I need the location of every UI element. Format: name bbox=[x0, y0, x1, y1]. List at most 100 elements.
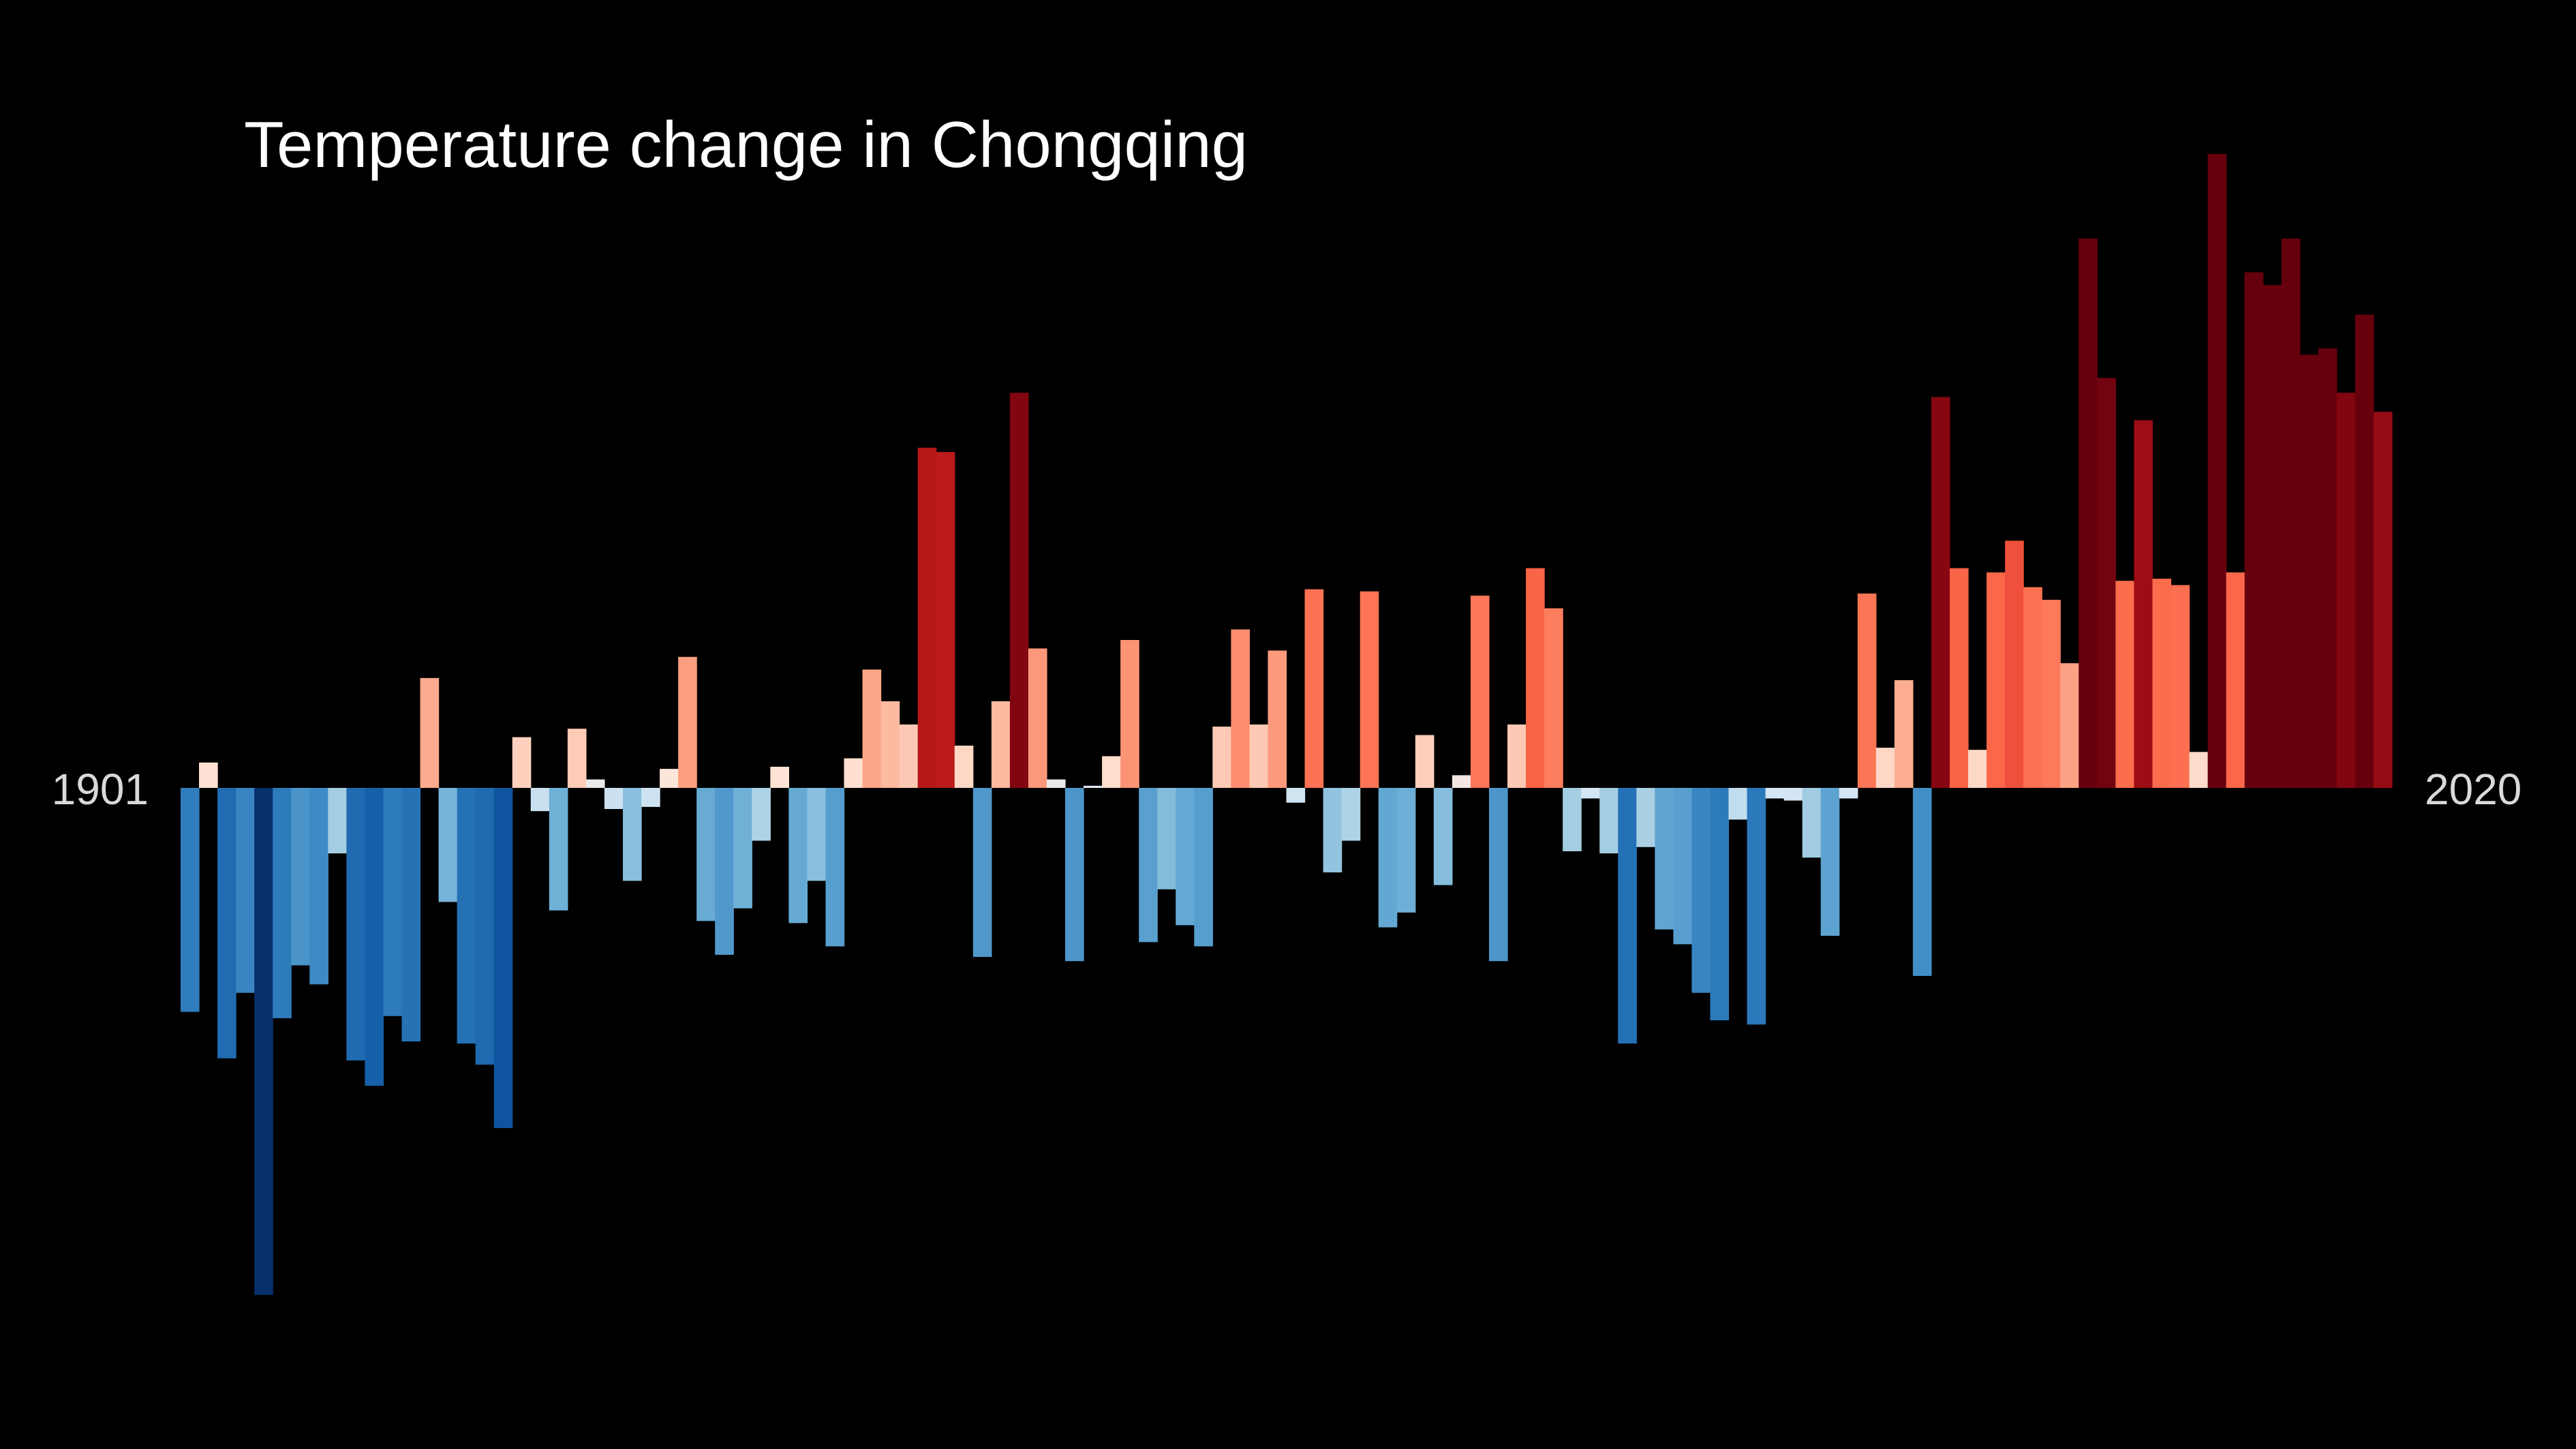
bar-1912 bbox=[383, 788, 403, 1016]
bar-1908 bbox=[309, 788, 328, 985]
bar-2009 bbox=[2171, 585, 2190, 788]
bar-1928 bbox=[678, 656, 697, 788]
bar-1981 bbox=[1655, 788, 1674, 930]
bar-2004 bbox=[2079, 239, 2098, 788]
bar-1923 bbox=[585, 779, 605, 788]
bar-1997 bbox=[1950, 568, 1969, 788]
bar-1926 bbox=[641, 788, 660, 807]
bar-1940 bbox=[899, 724, 919, 788]
bar-1933 bbox=[770, 767, 789, 788]
bar-1965 bbox=[1360, 591, 1379, 788]
bar-1932 bbox=[752, 788, 771, 841]
bar-1975 bbox=[1544, 608, 1563, 788]
bar-1916 bbox=[457, 788, 476, 1044]
bar-1907 bbox=[291, 788, 310, 966]
start-year-label: 1901 bbox=[52, 765, 149, 814]
bar-1942 bbox=[936, 452, 955, 788]
bars-layer bbox=[181, 154, 2393, 1295]
bar-2018 bbox=[2336, 393, 2356, 788]
bar-1911 bbox=[365, 788, 384, 1086]
bar-1993 bbox=[1875, 748, 1895, 788]
bar-2019 bbox=[2355, 314, 2374, 789]
bar-1925 bbox=[623, 788, 642, 881]
bar-1980 bbox=[1636, 788, 1655, 847]
bar-1952 bbox=[1120, 640, 1139, 788]
bar-1992 bbox=[1857, 593, 1877, 788]
bar-1917 bbox=[475, 788, 495, 1065]
bar-2017 bbox=[2318, 348, 2337, 788]
bar-1987 bbox=[1765, 788, 1785, 799]
bar-1902 bbox=[199, 762, 218, 788]
bar-1930 bbox=[715, 788, 734, 955]
bar-1903 bbox=[217, 788, 236, 1058]
bar-1947 bbox=[1028, 648, 1047, 788]
bar-2013 bbox=[2244, 272, 2264, 789]
bar-1974 bbox=[1526, 568, 1545, 788]
bar-1937 bbox=[844, 758, 863, 788]
bar-2016 bbox=[2299, 354, 2319, 788]
bar-1950 bbox=[1084, 785, 1103, 788]
bar-1927 bbox=[660, 769, 679, 788]
bar-2001 bbox=[2023, 587, 2042, 788]
bar-1929 bbox=[696, 788, 716, 921]
bar-1978 bbox=[1599, 788, 1619, 854]
bar-1973 bbox=[1507, 724, 1527, 788]
bar-1944 bbox=[972, 788, 992, 957]
bar-1990 bbox=[1820, 788, 1840, 936]
bar-1995 bbox=[1912, 788, 1932, 976]
bar-1999 bbox=[1987, 572, 2006, 788]
bar-2014 bbox=[2263, 285, 2282, 788]
bar-1986 bbox=[1747, 788, 1766, 1025]
bar-1971 bbox=[1470, 595, 1490, 788]
bar-1935 bbox=[807, 788, 827, 881]
bar-1938 bbox=[862, 669, 882, 788]
bar-1966 bbox=[1378, 788, 1398, 928]
bar-1946 bbox=[1009, 393, 1029, 788]
bar-1922 bbox=[567, 729, 587, 788]
bar-1909 bbox=[328, 788, 347, 854]
bar-2000 bbox=[2005, 540, 2024, 788]
bar-1949 bbox=[1065, 788, 1084, 962]
bar-1979 bbox=[1618, 788, 1637, 1044]
bar-1906 bbox=[273, 788, 292, 1018]
chart-title: Temperature change in Chongqing bbox=[244, 108, 1248, 181]
bar-1931 bbox=[733, 788, 752, 909]
bar-1948 bbox=[1046, 779, 1066, 788]
bar-1994 bbox=[1894, 680, 1914, 788]
bar-1989 bbox=[1802, 788, 1822, 858]
bar-2005 bbox=[2097, 378, 2116, 788]
bar-1962 bbox=[1304, 589, 1324, 788]
bar-1945 bbox=[991, 701, 1011, 788]
bar-2002 bbox=[2042, 600, 2061, 788]
bar-1921 bbox=[549, 788, 568, 911]
bar-1943 bbox=[954, 746, 974, 788]
bar-2015 bbox=[2281, 239, 2301, 788]
bar-1913 bbox=[401, 788, 421, 1041]
bar-1955 bbox=[1176, 788, 1195, 926]
bar-2020 bbox=[2373, 412, 2393, 788]
bar-1996 bbox=[1931, 397, 1950, 788]
bar-1983 bbox=[1691, 788, 1711, 993]
bar-1924 bbox=[604, 788, 624, 809]
bar-1941 bbox=[917, 447, 937, 788]
bar-1967 bbox=[1396, 788, 1416, 913]
bar-1960 bbox=[1268, 650, 1287, 788]
bar-1915 bbox=[438, 788, 458, 902]
bar-1939 bbox=[880, 701, 900, 788]
bar-2007 bbox=[2134, 420, 2153, 788]
bar-1998 bbox=[1968, 750, 1987, 788]
bar-1951 bbox=[1102, 756, 1121, 788]
bar-1972 bbox=[1488, 788, 1508, 962]
bar-2003 bbox=[2060, 663, 2079, 788]
bar-1958 bbox=[1231, 629, 1251, 788]
bar-1920 bbox=[530, 788, 550, 812]
end-year-label: 2020 bbox=[2425, 765, 2521, 814]
bar-1969 bbox=[1433, 788, 1453, 885]
bar-2010 bbox=[2189, 752, 2209, 788]
bar-1988 bbox=[1783, 788, 1803, 801]
bar-2006 bbox=[2115, 581, 2135, 788]
bar-1982 bbox=[1673, 788, 1693, 945]
bar-1934 bbox=[788, 788, 808, 924]
